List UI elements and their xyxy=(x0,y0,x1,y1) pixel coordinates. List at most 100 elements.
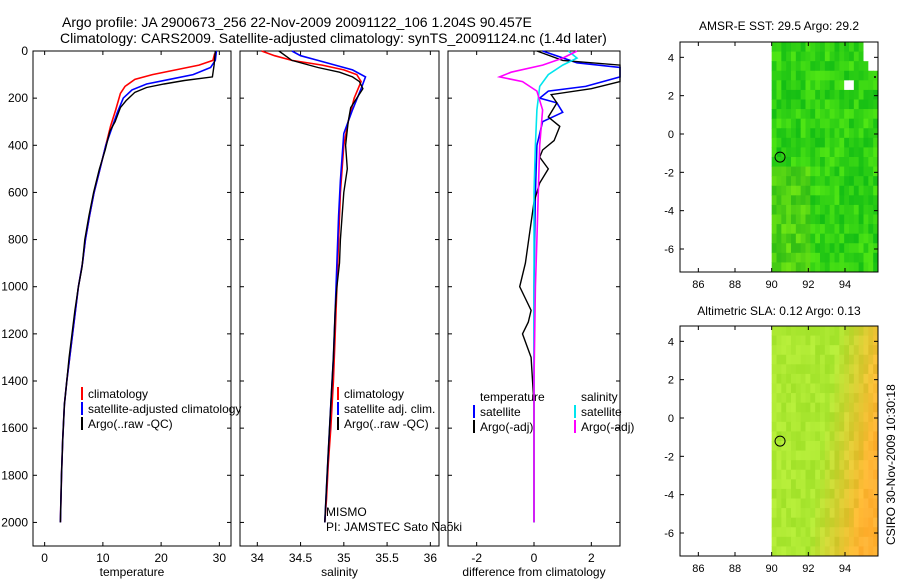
sla-cell xyxy=(786,460,792,471)
sla-cell xyxy=(863,393,869,404)
sla-cell xyxy=(781,469,787,480)
sla-cell xyxy=(824,508,831,519)
sla-cell xyxy=(820,479,826,490)
sst-cell xyxy=(805,109,811,120)
sla-cell xyxy=(800,373,806,384)
sla-cell xyxy=(834,498,840,509)
sla-cell xyxy=(776,517,782,528)
sla-cell xyxy=(771,393,777,404)
sst-cell xyxy=(863,204,869,215)
sla-cell xyxy=(868,536,874,547)
sla-cell xyxy=(834,469,840,480)
sst-cell xyxy=(815,147,821,158)
sla-cell xyxy=(873,345,879,356)
sla-cell xyxy=(829,479,835,490)
sst-cell xyxy=(849,214,855,225)
sst-cell xyxy=(815,252,821,263)
sst-cell xyxy=(791,243,797,254)
sla-cell xyxy=(815,450,821,461)
sla-cell xyxy=(786,546,792,557)
sst-cell xyxy=(776,233,782,244)
sla-cell xyxy=(795,431,802,442)
sst-cell xyxy=(810,99,816,110)
sst-cell xyxy=(868,262,874,273)
sla-cell xyxy=(815,421,821,432)
sst-cell xyxy=(815,70,821,81)
sla-cell xyxy=(844,335,850,346)
sla-cell xyxy=(791,383,797,394)
sla-cell xyxy=(824,460,831,471)
sst-cell xyxy=(791,42,797,52)
sst-cell xyxy=(849,61,855,72)
sst-cell xyxy=(829,61,835,72)
sst-cell xyxy=(829,195,835,206)
sla-cell xyxy=(824,517,831,528)
sst-cell xyxy=(791,214,797,225)
sla-cell xyxy=(863,488,869,499)
sla-cell xyxy=(873,393,879,404)
sst-cell xyxy=(805,224,811,235)
sst-cell xyxy=(863,243,869,254)
sst-cell xyxy=(868,137,874,148)
sst-cell xyxy=(858,176,864,187)
sst-cell xyxy=(824,252,831,263)
sst-cell xyxy=(795,252,802,263)
sst-cell xyxy=(786,176,792,187)
sla-cell xyxy=(858,450,864,461)
sla-cell xyxy=(781,460,787,471)
sst-xtick-label: 90 xyxy=(766,279,778,291)
sla-cell xyxy=(839,345,845,356)
sla-cell xyxy=(800,460,806,471)
sla-cell xyxy=(834,326,840,336)
sst-cell xyxy=(863,137,869,148)
sla-cell xyxy=(844,450,850,461)
sla-cell xyxy=(824,354,831,365)
sst-cell xyxy=(873,147,879,158)
sst-cell xyxy=(834,214,840,225)
sst-cell xyxy=(844,262,850,273)
sla-cell xyxy=(829,421,835,432)
sla-cell xyxy=(849,460,855,471)
sst-cell xyxy=(839,61,845,72)
sst-cell xyxy=(824,176,831,187)
sla-cell xyxy=(795,412,802,423)
sla-cell xyxy=(771,469,777,480)
sst-cell xyxy=(839,252,845,263)
sla-cell xyxy=(824,335,831,346)
sst-cell xyxy=(868,157,874,167)
sst-cell xyxy=(776,224,782,235)
sst-cell xyxy=(771,118,777,129)
sst-cell xyxy=(820,118,826,129)
sla-cell xyxy=(873,373,879,384)
sst-cell xyxy=(849,166,855,177)
sst-cell xyxy=(824,233,831,244)
sst-cell xyxy=(853,166,860,177)
sla-xtick-label: 86 xyxy=(692,563,704,575)
sla-cell xyxy=(849,412,855,423)
sla-cell xyxy=(834,373,840,384)
sla-cell xyxy=(800,469,806,480)
sst-cell xyxy=(868,195,874,206)
sla-cell xyxy=(795,450,802,461)
sst-cell xyxy=(834,233,840,244)
sla-cell xyxy=(863,345,869,356)
sla-cell xyxy=(829,546,835,557)
sla-cell xyxy=(795,441,802,451)
sst-cell xyxy=(820,224,826,235)
sla-cell xyxy=(800,450,806,461)
sla-cell xyxy=(810,373,816,384)
sla-cell xyxy=(781,536,787,547)
sla-cell xyxy=(800,345,806,356)
sla-cell xyxy=(863,479,869,490)
sst-cell xyxy=(781,70,787,81)
sst-cell xyxy=(781,99,787,110)
sst-cell xyxy=(834,243,840,254)
sla-cell xyxy=(820,469,826,480)
sst-cell xyxy=(800,109,806,120)
salinity-legend-label: climatology xyxy=(344,387,404,401)
sla-cell xyxy=(853,536,860,547)
sst-cell xyxy=(834,99,840,110)
sla-cell xyxy=(810,508,816,519)
sla-cell xyxy=(868,421,874,432)
sst-cell xyxy=(815,118,821,129)
